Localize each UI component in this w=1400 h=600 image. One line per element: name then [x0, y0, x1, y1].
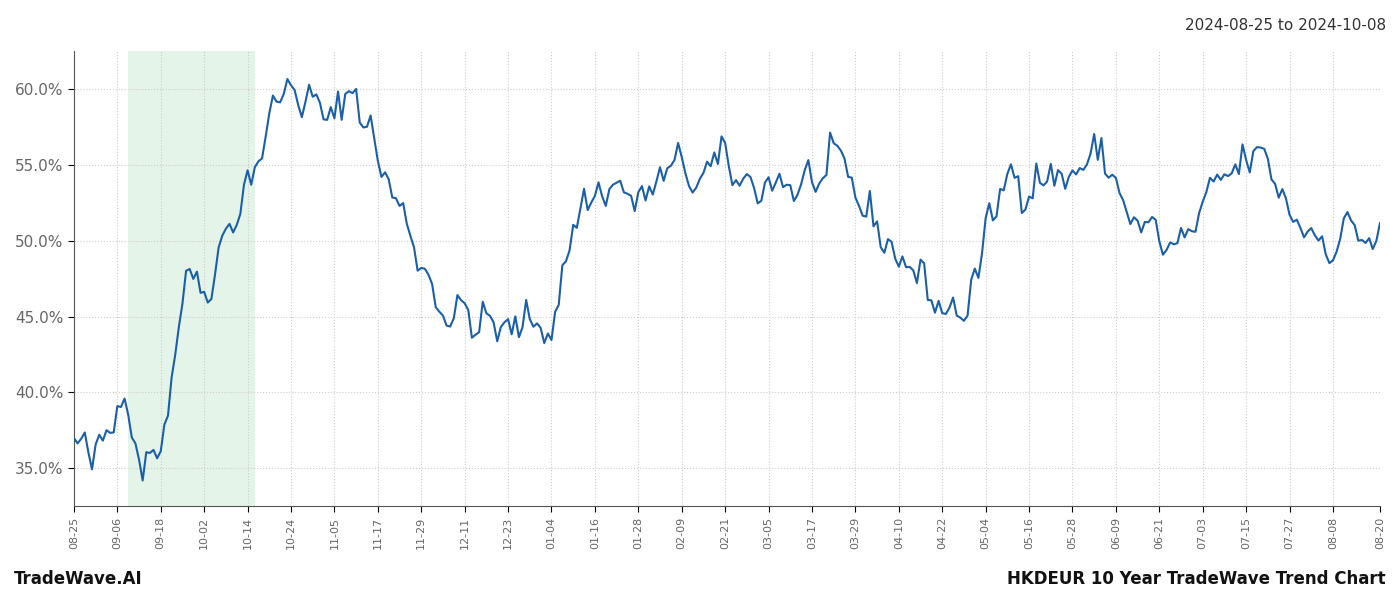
Text: TradeWave.AI: TradeWave.AI	[14, 570, 143, 588]
Text: HKDEUR 10 Year TradeWave Trend Chart: HKDEUR 10 Year TradeWave Trend Chart	[1008, 570, 1386, 588]
Text: 2024-08-25 to 2024-10-08: 2024-08-25 to 2024-10-08	[1184, 18, 1386, 33]
Bar	[129, 51, 255, 506]
